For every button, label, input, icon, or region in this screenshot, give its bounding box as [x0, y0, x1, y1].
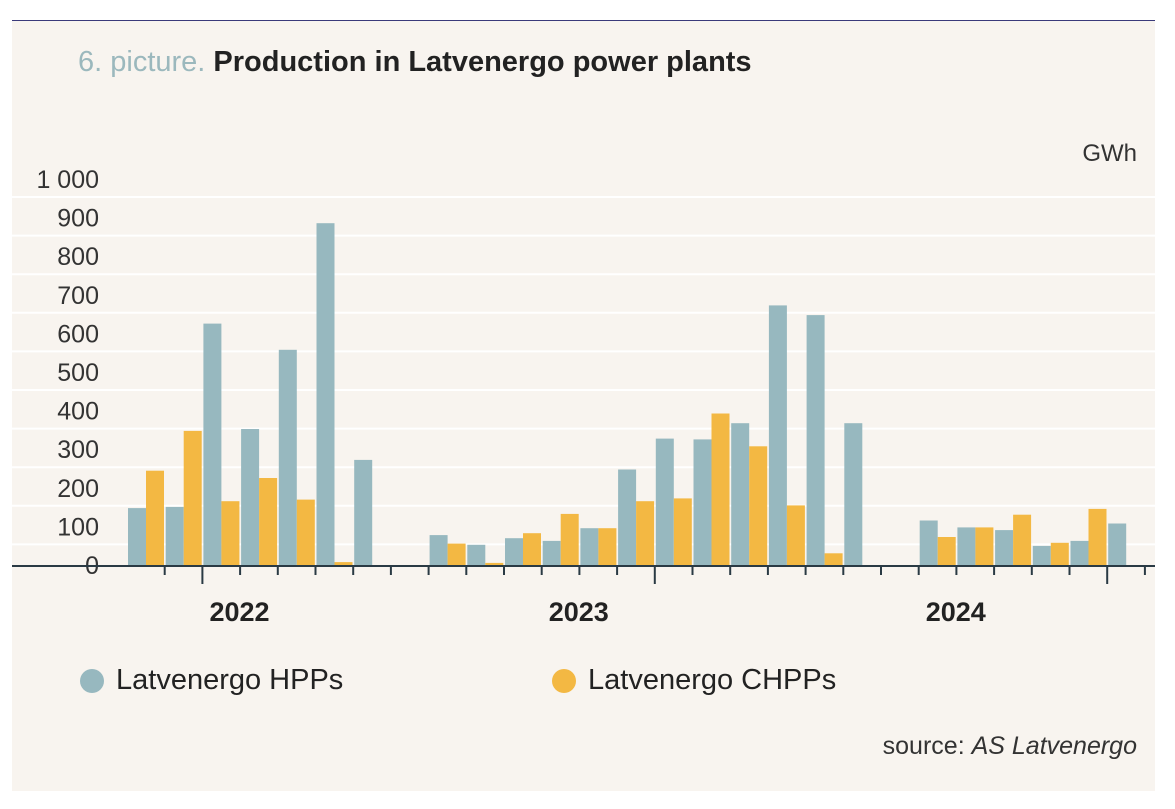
unit-label: GWh: [1082, 140, 1137, 167]
bar-chpps: [523, 533, 541, 566]
bar-chpps: [447, 543, 466, 566]
bar-hpps: [542, 540, 561, 566]
bar-chpps: [183, 430, 202, 566]
bars: [128, 223, 1127, 566]
y-tick-label: 700: [57, 282, 99, 310]
bar-hpps: [278, 349, 297, 566]
bar-chpps: [749, 446, 768, 566]
source-org: AS Latvenergo: [971, 732, 1137, 760]
bar-chpps: [146, 470, 164, 566]
y-tick-label: 400: [57, 398, 99, 426]
bar-hpps: [467, 544, 486, 566]
bar-chpps: [1050, 542, 1069, 566]
x-year-label: 2023: [549, 597, 609, 627]
bar-hpps: [919, 520, 938, 566]
chart-panel: [12, 20, 1155, 791]
bar-chpps: [824, 553, 843, 566]
bar-hpps: [995, 530, 1014, 566]
bar-hpps: [505, 538, 523, 566]
bar-hpps: [580, 528, 599, 566]
bar-hpps: [957, 527, 976, 566]
bar-hpps: [241, 429, 260, 566]
bar-hpps: [731, 423, 750, 566]
y-tick-label: 900: [57, 205, 99, 233]
legend-item-hpps: Latvenergo HPPs: [80, 664, 343, 697]
bar-hpps: [1070, 540, 1089, 566]
bar-hpps: [655, 438, 674, 566]
title-prefix: 6. picture.: [78, 46, 206, 78]
bar-chpps: [937, 537, 956, 566]
y-tick-label: 500: [57, 359, 99, 387]
bar-chpps: [711, 413, 730, 566]
legend-dot-chpps: [552, 668, 576, 693]
bar-hpps: [1108, 523, 1127, 566]
y-tick-label: 600: [57, 320, 99, 348]
bar-hpps: [429, 535, 448, 566]
bar-hpps: [768, 305, 787, 566]
y-tick-label: 1 000: [36, 166, 99, 194]
bar-chpps: [296, 499, 315, 566]
bar-hpps: [316, 223, 335, 566]
bar-chpps: [975, 527, 994, 566]
bar-chpps: [560, 513, 579, 566]
bar-chpps: [636, 501, 655, 566]
bar-chpps: [259, 478, 278, 566]
grid-lines: [12, 196, 1155, 546]
source-note: source: AS Latvenergo: [883, 732, 1137, 761]
legend-label-hpps: Latvenergo HPPs: [116, 664, 344, 696]
y-tick-label: 800: [57, 243, 99, 271]
bar-hpps: [203, 323, 222, 566]
y-tick-label: 200: [57, 475, 99, 503]
bar-hpps: [806, 315, 825, 566]
legend-item-chpps: Latvenergo CHPPs: [552, 664, 836, 697]
legend-label-chpps: Latvenergo CHPPs: [588, 664, 837, 696]
title-main: Production in Latvenergo power plants: [213, 46, 752, 78]
bar-chpps: [786, 505, 805, 566]
bar-chpps: [334, 562, 353, 566]
bar-hpps: [165, 506, 184, 566]
x-year-label: 2022: [209, 597, 269, 627]
chart-title: 6. picture. Production in Latvenergo pow…: [78, 46, 752, 79]
source-prefix: source:: [882, 732, 965, 760]
bar-hpps: [693, 439, 712, 566]
bar-hpps: [1032, 545, 1051, 566]
bar-chpps: [485, 562, 504, 566]
bar-chpps: [673, 498, 692, 566]
bar-chpps: [1013, 514, 1032, 566]
bar-hpps: [128, 508, 146, 566]
x-year-label: 2024: [926, 597, 986, 627]
x-axis: 2022 2023 2024: [12, 565, 1155, 627]
bar-chpps: [221, 501, 240, 566]
bar-hpps: [844, 423, 863, 566]
legend-dot-hpps: [80, 668, 104, 693]
bar-chpps: [1088, 508, 1107, 566]
bar-chpps: [598, 528, 617, 566]
y-tick-label: 300: [57, 436, 99, 464]
bar-hpps: [618, 469, 637, 566]
y-tick-label: 100: [57, 513, 99, 541]
bar-hpps: [354, 459, 373, 566]
